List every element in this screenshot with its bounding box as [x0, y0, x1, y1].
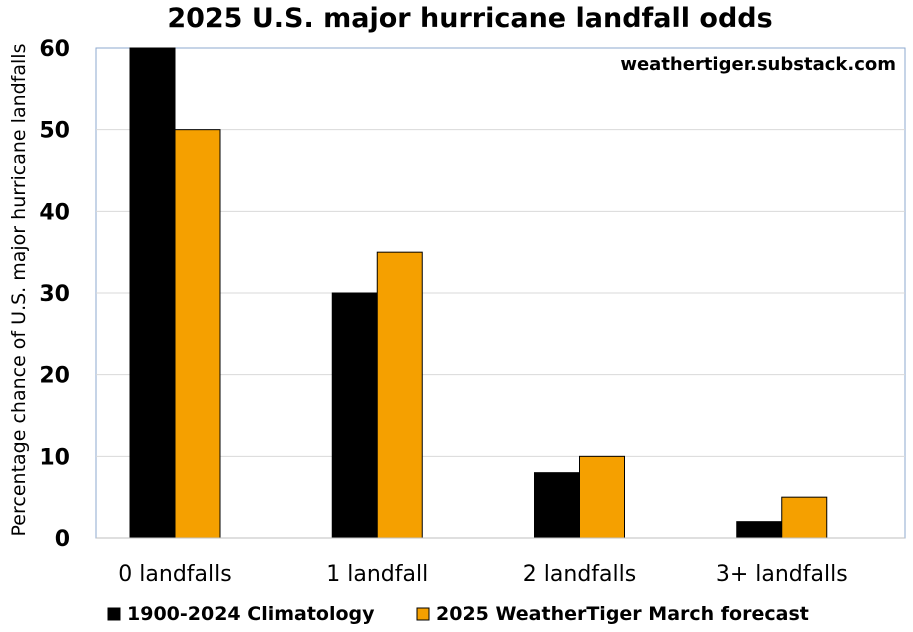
y-tick-label: 50 — [39, 119, 70, 144]
y-tick-label: 60 — [39, 37, 70, 62]
bar-climatology-3 — [736, 521, 783, 539]
bar-forecast-0 — [174, 129, 221, 539]
x-tick-label: 0 landfalls — [118, 562, 231, 587]
y-tick-labels: 0 10 20 30 40 50 60 — [39, 37, 70, 552]
bar-climatology-1 — [331, 292, 378, 539]
bar-forecast-2 — [579, 455, 625, 539]
x-tick-label: 3+ landfalls — [716, 562, 848, 587]
y-tick-label: 20 — [39, 364, 70, 389]
legend-swatch — [416, 607, 430, 621]
source-annotation: weathertiger.substack.com — [620, 54, 896, 75]
y-axis-label: Percentage chance of U.S. major hurrican… — [8, 44, 30, 537]
y-tick-label: 40 — [39, 200, 70, 225]
chart-title: 2025 U.S. major hurricane landfall odds — [167, 3, 772, 34]
x-tick-label: 2 landfalls — [523, 562, 636, 587]
y-tick-label: 30 — [39, 282, 70, 307]
legend: 1900-2024 Climatology 2025 WeatherTiger M… — [107, 603, 809, 625]
bar-forecast-3 — [781, 496, 828, 539]
y-tick-label: 0 — [55, 527, 70, 552]
gridlines — [96, 129, 905, 457]
bar-climatology-2 — [534, 472, 580, 539]
bar-climatology-0 — [129, 47, 176, 539]
x-tick-labels: 0 landfalls 1 landfall 2 landfalls 3+ landf… — [118, 562, 847, 587]
x-tick-label: 1 landfall — [326, 562, 428, 587]
legend-entry: 1900-2024 Climatology — [127, 603, 375, 625]
bar-forecast-1 — [376, 251, 423, 539]
bars — [129, 47, 828, 539]
y-tick-label: 10 — [39, 445, 70, 470]
legend-swatch — [107, 607, 121, 621]
legend-entry: 2025 WeatherTiger March forecast — [436, 603, 809, 625]
